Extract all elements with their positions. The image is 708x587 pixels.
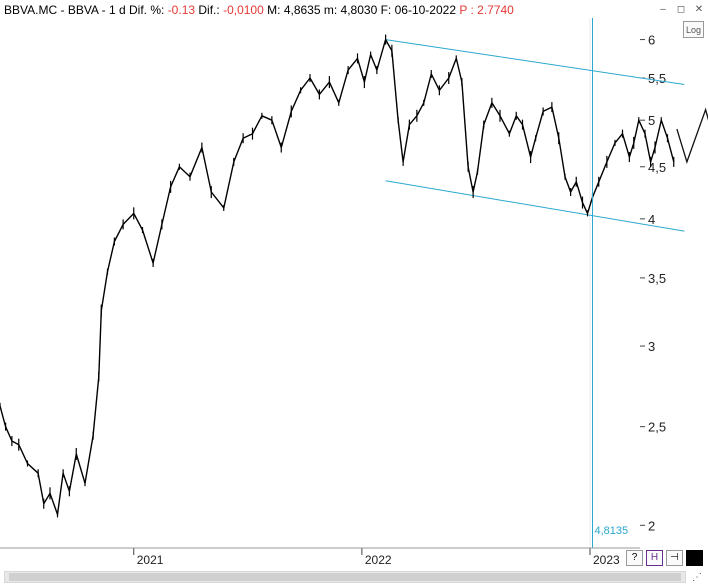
p-value: 2.7740 [477, 3, 514, 17]
channel-upper-line [385, 39, 685, 86]
y-tick-label: 4 [648, 212, 655, 227]
y-axis: 2 2,5 3 3,5 4 4,5 5 5,5 6 [640, 33, 666, 533]
min-value: 4,8030 [340, 3, 378, 17]
dif-label: Dif.: [198, 3, 220, 17]
price-series [0, 34, 675, 518]
log-scale-button[interactable]: Log [683, 21, 704, 38]
x-tick-label: 2022 [365, 553, 392, 567]
x-axis: 2021 2022 2023 [133, 548, 620, 567]
projection-path [676, 107, 708, 164]
save-icon[interactable]: H [646, 550, 663, 566]
scrollbar-thumb[interactable] [9, 573, 681, 581]
dif-value: -0,0100 [223, 3, 264, 17]
resize-grip-icon[interactable]: ⋰ [692, 572, 702, 583]
name-label: BBVA [67, 3, 99, 17]
header-separator: - [101, 3, 106, 17]
status-icons: ? H ⊣ [626, 550, 703, 566]
minimize-icon[interactable]: – [660, 4, 666, 15]
help-icon[interactable]: ? [626, 550, 643, 566]
y-tick-label: 4,5 [648, 160, 666, 175]
period-label: 1 d [108, 3, 126, 17]
header-separator: - [60, 3, 65, 17]
price-line [0, 38, 675, 516]
max-label: M: [267, 3, 281, 17]
background-color-icon[interactable] [686, 550, 703, 566]
horizontal-scrollbar[interactable] [4, 571, 686, 583]
symbol-label: BBVA.MC [4, 3, 58, 17]
y-tick-label: 6 [648, 33, 655, 48]
pin-icon[interactable]: ⊣ [666, 550, 683, 566]
y-tick-label: 5 [648, 113, 655, 128]
y-tick-label: 2,5 [648, 420, 666, 435]
projection-line [676, 107, 708, 164]
trend-channel [385, 39, 685, 232]
channel-lower-line [385, 180, 685, 232]
cursor: 4,8135 [592, 18, 629, 548]
y-tick-label: 2 [648, 518, 655, 533]
min-label: m: [323, 3, 338, 17]
x-tick-label: 2023 [593, 553, 620, 567]
date-label: F: [380, 3, 392, 17]
cursor-value-label: 4,8135 [595, 525, 629, 537]
y-tick-label: 5,5 [648, 71, 666, 86]
x-tick-label: 2021 [137, 553, 164, 567]
y-tick-label: 3 [648, 339, 655, 354]
chart-header: BBVA.MC - BBVA - 1 d Dif. %: -0.13 Dif.:… [4, 3, 514, 19]
window-controls: – ◻ ✕ [656, 3, 706, 16]
dif-pct-value: -0.13 [167, 3, 196, 17]
dif-pct-label: Dif. %: [129, 3, 165, 17]
close-icon[interactable]: ✕ [694, 4, 704, 15]
p-label: P : [459, 3, 474, 17]
maximize-icon[interactable]: ◻ [676, 4, 686, 15]
y-tick-label: 3,5 [648, 271, 666, 286]
date-value: 06-10-2022 [394, 3, 456, 17]
max-value: 4,8635 [283, 3, 321, 17]
